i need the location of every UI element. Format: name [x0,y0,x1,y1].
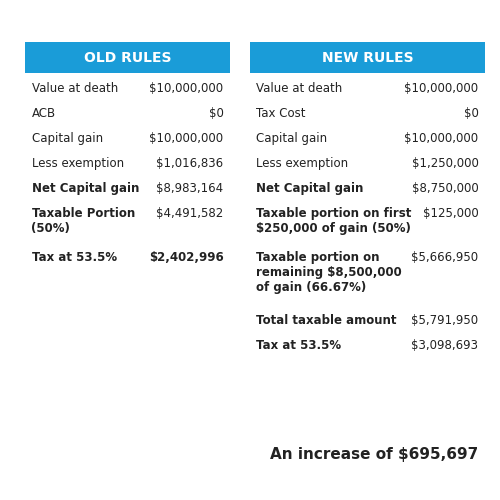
Text: An increase of $695,697: An increase of $695,697 [270,448,478,462]
Text: Taxable portion on first
$250,000 of gain (50%): Taxable portion on first $250,000 of gai… [256,206,412,234]
Text: $10,000,000: $10,000,000 [150,132,224,144]
Text: $125,000: $125,000 [423,206,478,220]
Text: Tax Cost: Tax Cost [256,106,306,120]
Text: $0: $0 [464,106,478,120]
Text: Total taxable amount: Total taxable amount [256,314,397,326]
Text: $5,666,950: $5,666,950 [412,250,478,264]
Text: Net Capital gain: Net Capital gain [256,182,364,194]
Text: $4,491,582: $4,491,582 [156,206,224,220]
Text: Taxable Portion
(50%): Taxable Portion (50%) [32,206,135,234]
Text: $1,016,836: $1,016,836 [156,156,224,170]
Text: Taxable portion on
remaining $8,500,000
of gain (66.67%): Taxable portion on remaining $8,500,000 … [256,250,402,294]
Text: $0: $0 [208,106,224,120]
Text: Less exemption: Less exemption [32,156,124,170]
Text: ACB: ACB [32,106,56,120]
Bar [25,42,230,72]
Text: $10,000,000: $10,000,000 [150,82,224,94]
Text: Value at death: Value at death [256,82,343,94]
Text: Capital gain: Capital gain [256,132,328,144]
Bar [250,42,485,72]
Text: Capital gain: Capital gain [32,132,102,144]
Text: $8,983,164: $8,983,164 [156,182,224,194]
Text: $5,791,950: $5,791,950 [412,314,478,326]
Text: $3,098,693: $3,098,693 [412,338,478,351]
Text: $8,750,000: $8,750,000 [412,182,478,194]
Text: Tax at 53.5%: Tax at 53.5% [256,338,342,351]
Text: Less exemption: Less exemption [256,156,348,170]
Text: $2,402,996: $2,402,996 [149,250,224,264]
Text: Tax at 53.5%: Tax at 53.5% [32,250,116,264]
Text: $10,000,000: $10,000,000 [404,82,478,94]
Text: $10,000,000: $10,000,000 [404,132,478,144]
Text: Value at death: Value at death [32,82,118,94]
Text: NEW RULES: NEW RULES [322,50,414,64]
Text: $1,250,000: $1,250,000 [412,156,478,170]
Text: OLD RULES: OLD RULES [84,50,171,64]
Text: Net Capital gain: Net Capital gain [32,182,139,194]
